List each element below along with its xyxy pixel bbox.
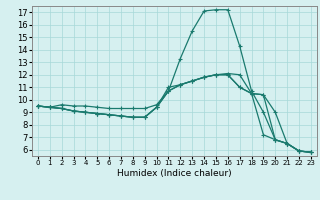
X-axis label: Humidex (Indice chaleur): Humidex (Indice chaleur) (117, 169, 232, 178)
